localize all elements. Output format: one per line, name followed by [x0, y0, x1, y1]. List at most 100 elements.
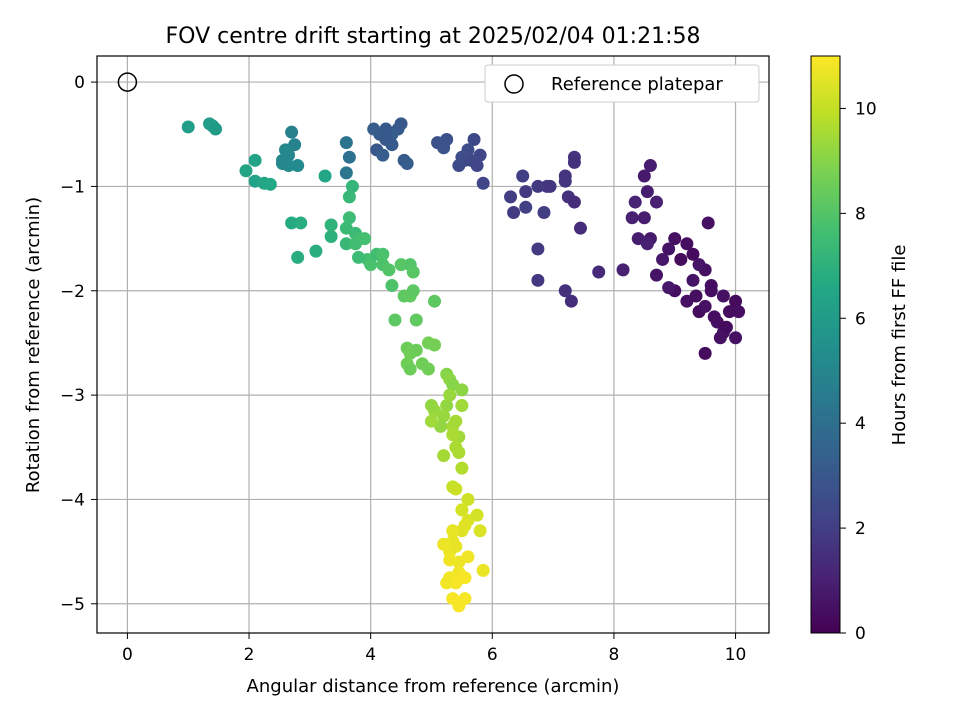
data-point [625, 211, 639, 225]
data-point [722, 305, 736, 319]
y-tick-label: −3 [60, 386, 85, 406]
legend-entry-reference: Reference platepar [551, 74, 723, 95]
data-point [455, 383, 469, 397]
data-point [406, 265, 420, 279]
data-point [519, 200, 533, 214]
data-point [443, 553, 457, 567]
data-point [428, 294, 442, 308]
data-point [285, 216, 299, 230]
data-point [616, 263, 630, 277]
data-point [345, 179, 359, 193]
data-point [394, 258, 408, 272]
data-point [558, 174, 572, 188]
data-point [649, 195, 663, 209]
data-point [656, 252, 670, 266]
data-point [449, 440, 463, 454]
data-point [285, 125, 299, 139]
data-point [476, 176, 490, 190]
data-point [686, 273, 700, 287]
data-point [364, 258, 378, 272]
data-point [531, 242, 545, 256]
data-point [729, 331, 743, 345]
data-point [342, 150, 356, 164]
data-point [564, 294, 578, 308]
data-point [385, 279, 399, 293]
data-point [662, 281, 676, 295]
data-point [470, 159, 484, 173]
x-tick-label: 10 [725, 645, 747, 665]
data-point [437, 537, 451, 551]
data-point [467, 132, 481, 146]
data-point [449, 539, 463, 553]
data-point [507, 206, 521, 220]
data-point [428, 338, 442, 352]
data-point [686, 247, 700, 261]
legend-marker [504, 74, 524, 94]
data-point [437, 449, 451, 463]
data-point [449, 576, 463, 590]
data-point [291, 159, 305, 173]
plot-frame [96, 55, 770, 634]
data-point [637, 211, 651, 225]
data-point [504, 190, 518, 204]
data-point [385, 138, 399, 152]
data-point [729, 294, 743, 308]
data-point [558, 284, 572, 298]
data-point [461, 550, 475, 564]
x-tick-label: 0 [122, 645, 133, 665]
data-point [531, 179, 545, 193]
data-point [592, 265, 606, 279]
x-axis-label: Angular distance from reference (arcmin) [247, 676, 620, 697]
data-point [409, 313, 423, 327]
data-point [719, 320, 733, 334]
data-point [275, 156, 289, 170]
data-point [318, 169, 332, 183]
data-point [376, 148, 390, 162]
data-point [443, 388, 457, 402]
legend: Reference platepar [484, 64, 760, 103]
colorbar-tick-label: 0 [855, 624, 866, 644]
data-point [732, 305, 746, 319]
data-point [519, 185, 533, 199]
data-point [543, 179, 557, 193]
colorbar-gradient [810, 55, 841, 634]
data-point [668, 232, 682, 246]
data-point [339, 237, 353, 251]
colorbar-tick-label: 4 [855, 414, 866, 434]
data-point [537, 206, 551, 220]
colorbar-tick-label: 8 [855, 204, 866, 224]
data-point [449, 414, 463, 428]
data-point [291, 250, 305, 264]
y-tick-label: −5 [60, 595, 85, 615]
data-point [400, 156, 414, 170]
data-point [239, 164, 253, 178]
data-point [403, 362, 417, 376]
data-point [698, 299, 712, 313]
data-point [698, 346, 712, 360]
data-point [339, 136, 353, 150]
y-tick-label: −1 [60, 177, 85, 197]
colorbar-ticks: 0 2 4 6 8 10 [840, 99, 877, 644]
data-point [440, 576, 454, 590]
data-point [640, 185, 654, 199]
data-point [294, 216, 308, 230]
data-point [324, 218, 338, 232]
data-point [446, 428, 460, 442]
data-point [437, 141, 451, 155]
data-point [376, 247, 390, 261]
data-point [309, 244, 323, 258]
data-point [707, 310, 721, 324]
y-tick-label: −2 [60, 282, 85, 302]
data-point [649, 268, 663, 282]
data-point [680, 237, 694, 251]
data-point [637, 169, 651, 183]
data-point [424, 399, 438, 413]
data-point [367, 122, 381, 136]
data-point [470, 508, 484, 522]
data-point [692, 258, 706, 272]
data-point [263, 177, 277, 191]
colorbar-tick-label: 6 [855, 309, 866, 329]
y-tick-label: 0 [74, 73, 85, 93]
data-point [643, 159, 657, 173]
